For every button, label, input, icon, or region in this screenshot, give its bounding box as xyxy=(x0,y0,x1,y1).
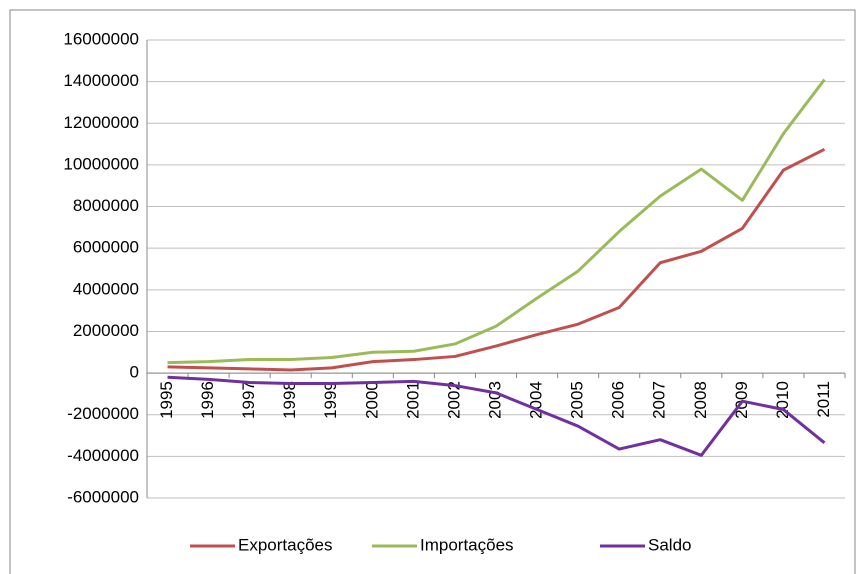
y-tick-label: 14000000 xyxy=(63,71,139,90)
x-tick-label: 2000 xyxy=(362,381,381,419)
chart-border xyxy=(9,9,856,574)
x-tick-label: 1995 xyxy=(157,381,176,419)
series-line xyxy=(167,375,826,457)
y-tick-label: 6000000 xyxy=(73,238,139,257)
y-tick-label: -6000000 xyxy=(67,487,139,506)
x-tick-label: 1997 xyxy=(239,381,258,419)
y-tick-label: 0 xyxy=(130,363,139,382)
x-tick-label: 2007 xyxy=(650,381,669,419)
y-tick-label: 2000000 xyxy=(73,321,139,340)
x-tick-label: 1999 xyxy=(321,381,340,419)
y-tick-label: 16000000 xyxy=(63,29,139,48)
x-tick-label: 2008 xyxy=(691,381,710,419)
y-tick-label: -4000000 xyxy=(67,446,139,465)
x-tick-label: 2003 xyxy=(485,381,504,419)
x-tick-label: 2011 xyxy=(814,381,833,418)
x-tick-label: 1996 xyxy=(198,381,217,419)
y-tick-label: 8000000 xyxy=(73,196,139,215)
y-tick-label: 4000000 xyxy=(73,279,139,298)
x-tick-label: 2005 xyxy=(568,381,587,419)
y-tick-label: -2000000 xyxy=(67,404,139,423)
x-tick-label: 2002 xyxy=(444,381,463,419)
y-tick-label: 10000000 xyxy=(63,154,139,173)
series-line xyxy=(167,147,826,372)
y-tick-label: 12000000 xyxy=(63,113,139,132)
legend-label: Exportações xyxy=(238,535,333,554)
series-line xyxy=(167,78,826,365)
x-tick-label: 2001 xyxy=(403,381,422,419)
x-tick-label: 1998 xyxy=(280,381,299,419)
legend-label: Importações xyxy=(420,535,514,554)
x-tick-label: 2006 xyxy=(609,381,628,419)
legend-label: Saldo xyxy=(648,535,691,554)
